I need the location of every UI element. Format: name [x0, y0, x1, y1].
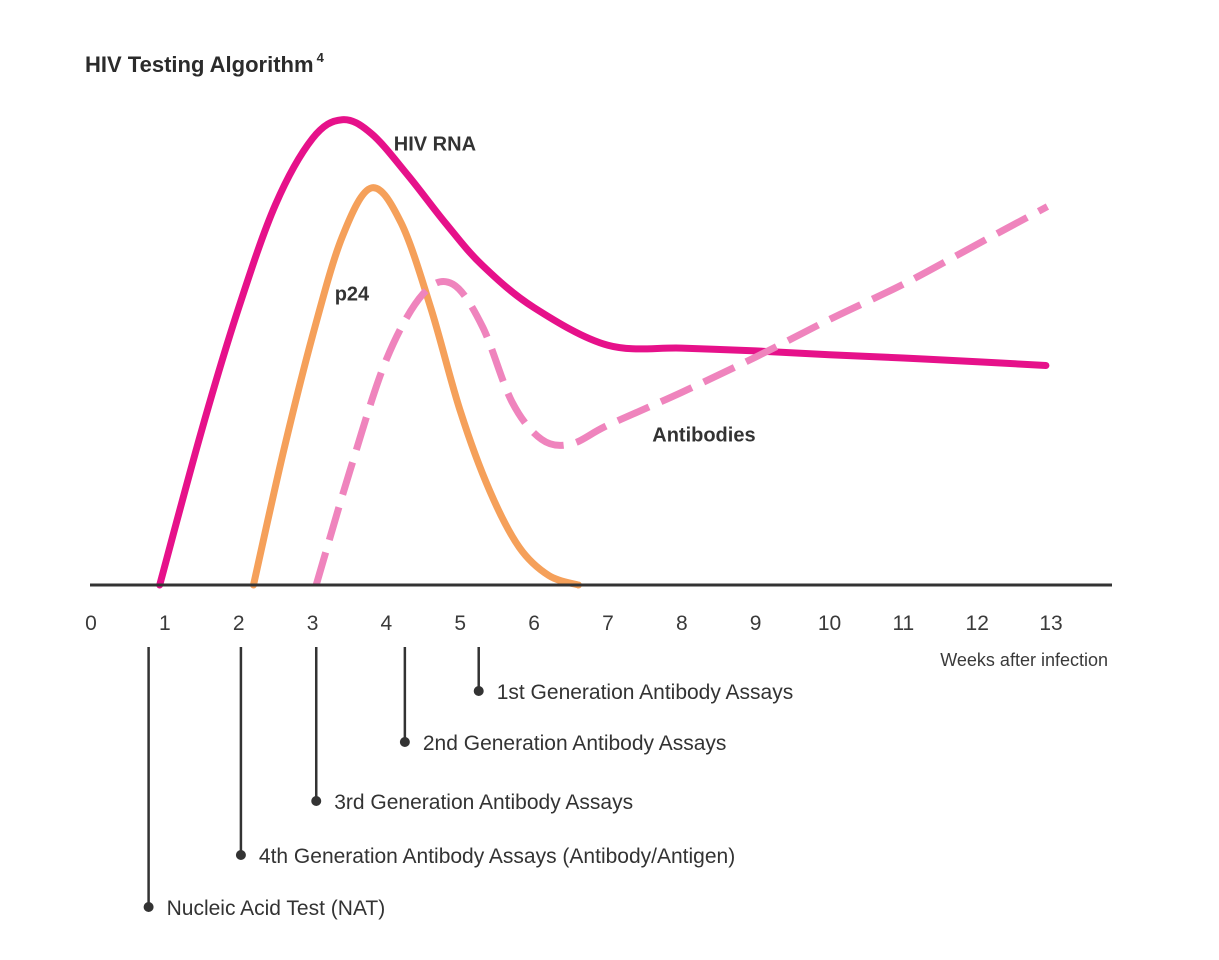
x-tick-label: 10 [818, 612, 841, 635]
chart-title: HIV Testing Algorithm 4 [85, 50, 325, 77]
series-line-hiv-rna [156, 116, 1050, 589]
x-tick-label: 4 [381, 612, 393, 635]
series-label-p24: p24 [335, 284, 370, 306]
series-line-antibodies [312, 203, 1050, 586]
test-marker-dot [399, 737, 410, 747]
x-tick-label: 9 [750, 612, 762, 635]
series-group [156, 116, 1050, 589]
x-tick-label: 7 [602, 612, 614, 635]
x-axis-label: Weeks after infection [940, 650, 1108, 670]
x-tick-label: 5 [454, 612, 466, 635]
plot-area: 0 1 2 3 4 5 6 7 8 9 10 11 12 13 Weeks after infection… [85, 116, 1112, 670]
x-tick-label: 6 [528, 612, 540, 635]
test-marker-2: 2nd Generation Antibody Assays [399, 647, 727, 755]
x-tick-label: 13 [1039, 612, 1062, 635]
test-marker-4: 4th Generation Antibody Assays (Antibody… [235, 647, 735, 868]
test-marker-label: 2nd Generation Antibody Assays [423, 732, 727, 755]
x-tick-label: 11 [892, 612, 914, 635]
test-marker-label: 3rd Generation Antibody Assays [334, 791, 633, 814]
test-marker-5: Nucleic Acid Test (NAT) [143, 647, 386, 920]
x-tick-labels: 0 1 2 3 4 5 6 7 8 9 10 11 12 13 [85, 612, 1063, 635]
test-marker-dot [143, 902, 154, 912]
chart-title-text: HIV Testing Algorithm [85, 52, 314, 77]
test-marker-dot [473, 686, 484, 696]
test-marker-label: 4th Generation Antibody Assays (Antibody… [259, 845, 735, 868]
x-tick-label: 12 [966, 612, 989, 635]
series-label-hiv-rna: HIV RNA [394, 133, 476, 155]
series-line-p24 [250, 184, 582, 589]
series-labels: HIV RNA p24 Antibodies [335, 133, 756, 446]
test-marker-dot [235, 850, 246, 860]
test-marker-3: 3rd Generation Antibody Assays [311, 647, 633, 814]
series-label-antibodies: Antibodies [652, 425, 755, 447]
x-tick-label: 8 [676, 612, 688, 635]
x-tick-label: 3 [307, 612, 319, 635]
x-tick-label: 0 [85, 612, 97, 635]
test-markers: Nucleic Acid Test (NAT) 4th Generation An… [143, 647, 794, 920]
test-marker-1: 1st Generation Antibody Assays [473, 647, 794, 704]
test-marker-label: 1st Generation Antibody Assays [497, 681, 794, 704]
test-marker-label: Nucleic Acid Test (NAT) [167, 897, 386, 920]
x-tick-label: 1 [159, 612, 171, 635]
chart-title-superscript: 4 [317, 50, 325, 65]
test-marker-dot [311, 796, 322, 806]
x-tick-label: 2 [233, 612, 245, 635]
